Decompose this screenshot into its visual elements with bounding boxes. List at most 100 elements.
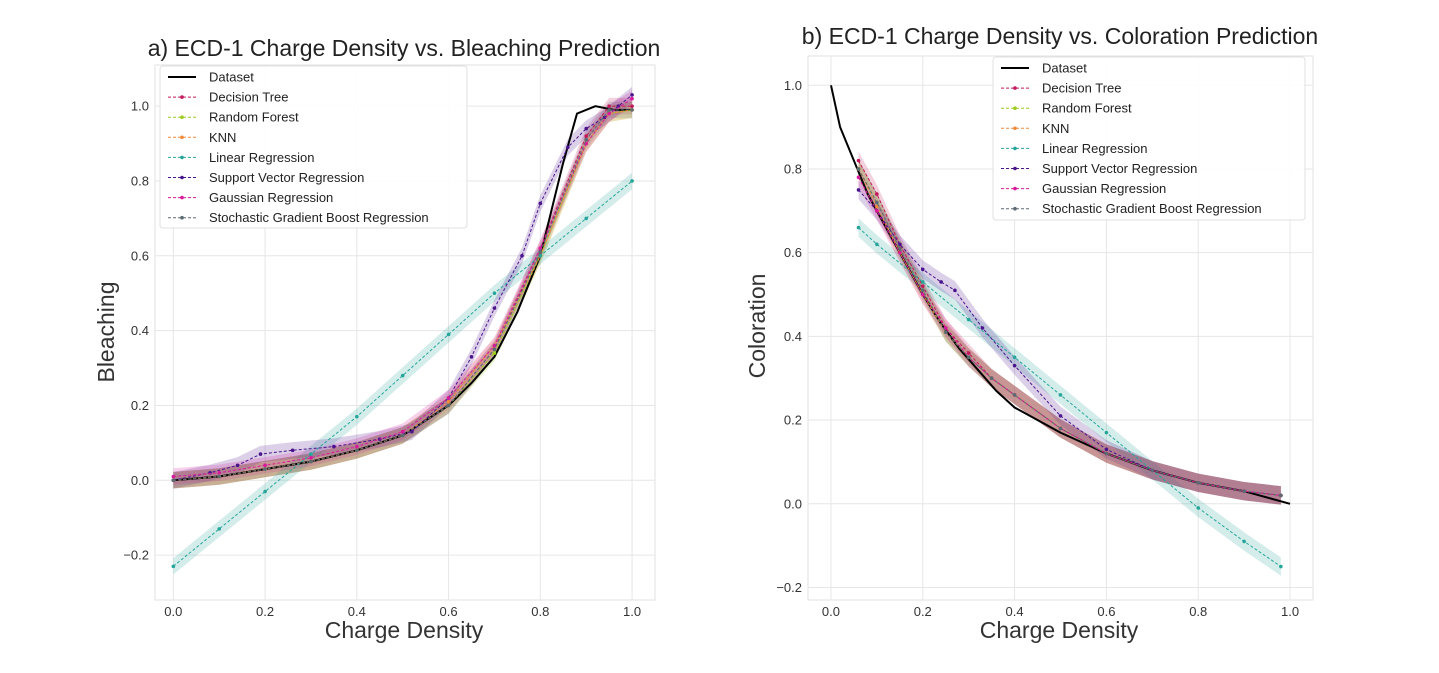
y-tick-label: 0.0 — [131, 473, 149, 488]
data-point — [1242, 489, 1246, 494]
data-point — [520, 254, 524, 258]
data-point — [400, 429, 405, 434]
x-tick-label: 0.6 — [1097, 604, 1115, 619]
x-tick-label: 0.4 — [348, 604, 366, 619]
data-point — [332, 444, 336, 449]
data-point — [966, 317, 971, 322]
data-point — [966, 351, 971, 355]
data-point — [309, 452, 313, 456]
data-point — [630, 108, 634, 112]
x-tick-label: 0.0 — [164, 604, 182, 619]
data-point — [1012, 355, 1017, 360]
chart-title: b) ECD-1 Charge Density vs. Coloration P… — [802, 23, 1318, 49]
tick-labels: 0.0 0.2 0.4 0.6 0.8 1.0 −0.2 0.0 0.2 0.4 0.6 0.8 1.0 — [776, 78, 1299, 619]
data-point — [290, 448, 295, 453]
data-point — [355, 448, 359, 453]
data-point — [492, 351, 497, 355]
data-point — [630, 93, 634, 97]
y-tick-label: 0.6 — [784, 245, 802, 260]
tick-labels: 0.0 0.2 0.4 0.6 0.8 1.0 −0.2 0.0 0.2 0.4 0.6 0.8 1.0 — [123, 99, 641, 619]
y-tick-label: 0.4 — [784, 329, 802, 344]
data-point — [607, 108, 611, 112]
data-point — [410, 429, 414, 434]
y-tick-label: 0.8 — [784, 161, 802, 176]
y-tick-label: 0.2 — [131, 398, 149, 413]
data-point — [1012, 363, 1017, 368]
x-tick-label: 0.8 — [1189, 604, 1207, 619]
series-line — [173, 109, 633, 481]
legend-label: Linear Regression — [1042, 141, 1148, 156]
data-point — [309, 459, 313, 464]
data-point — [1104, 451, 1109, 456]
data-point — [566, 145, 570, 150]
series-line — [173, 109, 633, 481]
data-point — [856, 167, 861, 171]
data-point — [875, 242, 879, 247]
legend-marker — [1013, 206, 1017, 211]
data-point — [171, 474, 176, 479]
legend-marker — [1013, 186, 1017, 191]
y-tick-label: 1.0 — [131, 99, 149, 114]
data-point — [1104, 430, 1109, 435]
data-point — [920, 292, 925, 297]
data-point — [1150, 468, 1155, 473]
data-point — [1279, 493, 1283, 498]
data-point — [1196, 481, 1201, 485]
data-point — [217, 474, 222, 479]
y-tick-label: 0.8 — [131, 173, 149, 188]
y-tick-label: 0.4 — [131, 323, 149, 338]
data-point — [953, 288, 957, 293]
legend-label: Dataset — [209, 70, 254, 85]
x-tick-label: 0.0 — [822, 604, 840, 619]
legend-label: Dataset — [1042, 61, 1087, 76]
panel-bleaching: 0.0 0.2 0.4 0.6 0.8 1.0 −0.2 0.0 0.2 0.4 0.6 0.8 1.0… — [93, 35, 660, 643]
legend-marker — [180, 175, 184, 180]
data-point — [856, 225, 861, 230]
legend-label: Decision Tree — [209, 90, 288, 105]
legend-label: Support Vector Regression — [1042, 161, 1197, 176]
legend-label: KNN — [1042, 121, 1069, 136]
series-line — [858, 177, 1281, 496]
data-point — [1012, 393, 1017, 397]
confidence-band — [858, 159, 1281, 505]
data-point — [263, 489, 267, 494]
data-point — [400, 433, 405, 438]
y-tick-label: 0.0 — [784, 496, 802, 511]
legend-label: KNN — [209, 130, 236, 145]
legend-marker — [180, 95, 184, 99]
panel-coloration: 0.0 0.2 0.4 0.6 0.8 1.0 −0.2 0.0 0.2 0.4 0.6 0.8 1.0… — [744, 23, 1318, 643]
data-point — [258, 452, 263, 456]
data-point — [1196, 506, 1201, 510]
data-point — [446, 396, 451, 400]
data-point — [920, 267, 925, 272]
data-point — [217, 527, 222, 531]
series-lines — [830, 85, 1291, 569]
x-tick-label: 0.2 — [914, 604, 932, 619]
data-point — [1058, 426, 1063, 431]
legend-marker — [180, 195, 184, 200]
legend-marker — [180, 155, 184, 160]
data-point — [875, 204, 879, 209]
series-line — [858, 168, 1281, 496]
data-point — [943, 326, 948, 330]
data-point — [217, 470, 222, 475]
data-point — [584, 138, 588, 142]
data-point — [1279, 564, 1283, 569]
data-point — [309, 456, 313, 460]
legend-label: Random Forest — [1042, 101, 1132, 116]
legend-label: Random Forest — [209, 110, 299, 125]
data-point — [584, 216, 588, 221]
legend-marker — [1013, 126, 1017, 131]
x-tick-label: 0.6 — [440, 604, 458, 619]
legend-marker — [180, 135, 184, 140]
data-point — [943, 330, 948, 334]
y-tick-label: 0.2 — [784, 413, 802, 428]
x-tick-label: 1.0 — [623, 604, 641, 619]
y-tick-label: −0.2 — [776, 580, 802, 595]
legend-label: Gaussian Regression — [1042, 181, 1166, 196]
data-point — [989, 376, 994, 381]
legend-label: Decision Tree — [1042, 81, 1121, 96]
y-tick-label: 1.0 — [784, 78, 802, 93]
legend-marker — [1013, 106, 1017, 110]
